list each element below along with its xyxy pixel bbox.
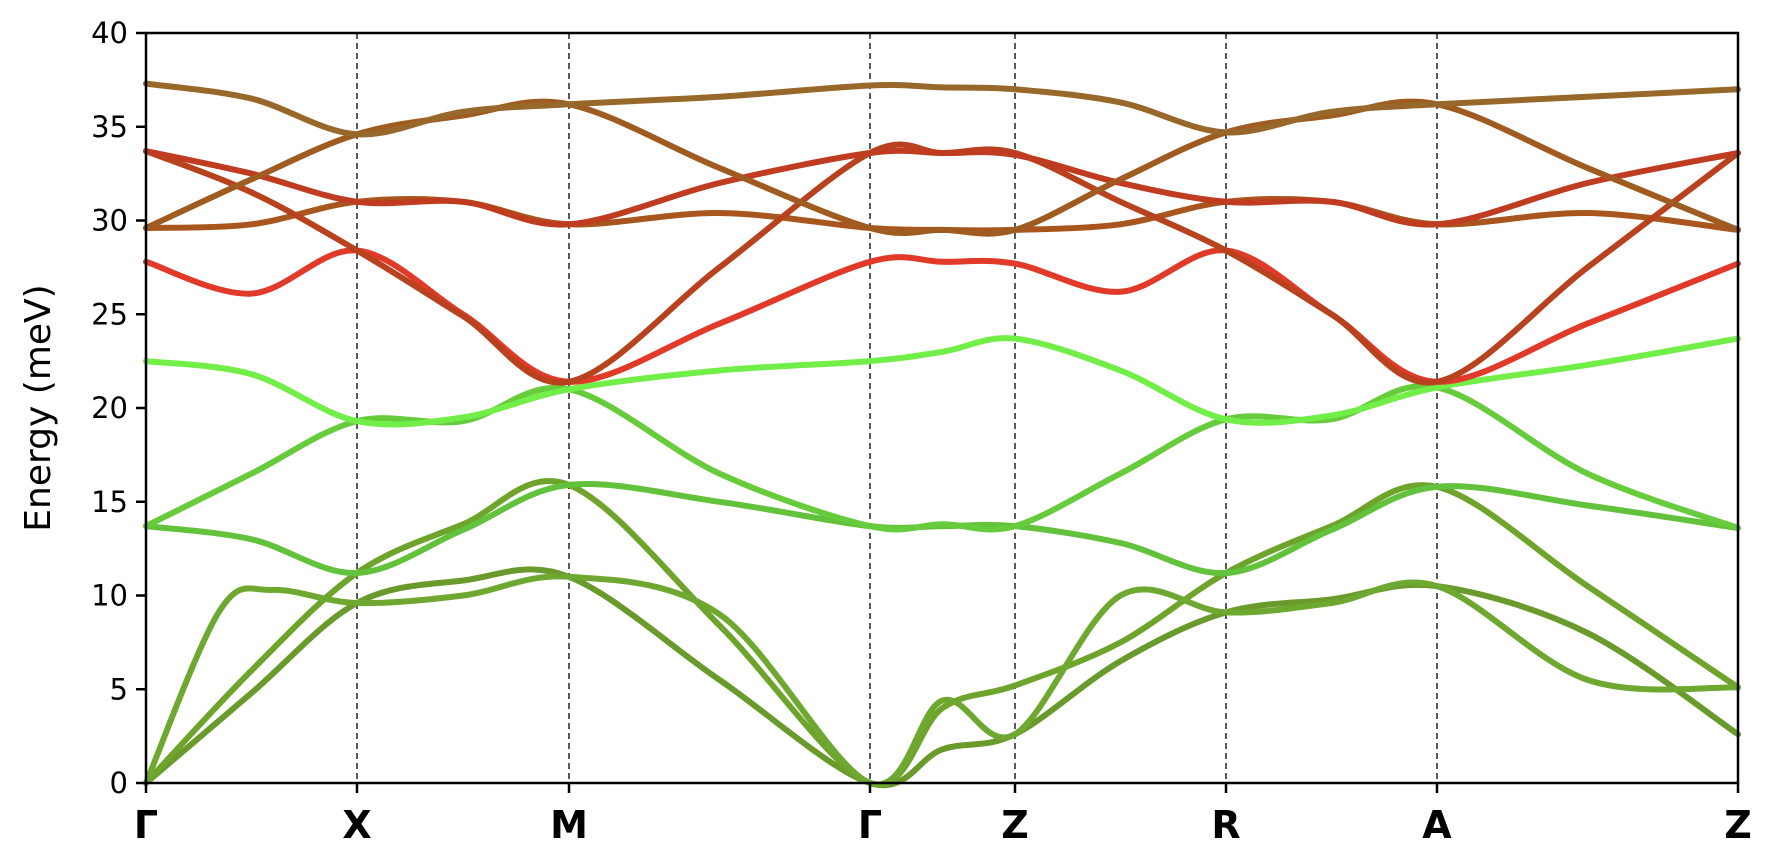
y-tick-label-30: 30 [91,204,128,238]
kpoint-label-0: Γ [134,803,158,847]
kpoint-label-4: Z [1001,803,1029,847]
band-11 [143,98,1741,237]
y-tick-label-20: 20 [91,391,128,425]
kpoint-label-5: R [1211,803,1240,847]
y-tick-label-5: 5 [110,672,128,706]
y-tick-label-25: 25 [91,297,128,331]
y-tick-label-10: 10 [91,579,128,613]
y-tick-label-35: 35 [91,110,128,144]
plot-frame [144,31,1740,785]
kpoint-label-6: A [1422,803,1452,847]
y-tick-label-0: 0 [110,766,128,800]
bands [143,80,1741,789]
kpoint-label-7: Z [1724,803,1752,847]
band-12 [143,80,1741,138]
y-tick-label-40: 40 [91,16,128,50]
band-6 [143,335,1741,428]
band-10 [143,147,1741,228]
y-axis-title: Energy (meV) [18,284,59,531]
kpoint-label-2: M [550,803,588,847]
high-symmetry-lines [356,33,1438,783]
band-5 [143,383,1741,533]
y-axis: 0 5 10 15 20 25 30 35 40 [91,16,146,800]
band-3 [143,573,1741,788]
kpoint-label-1: X [342,803,371,847]
kpoint-label-3: Γ [858,803,882,847]
y-tick-label-15: 15 [91,485,128,519]
